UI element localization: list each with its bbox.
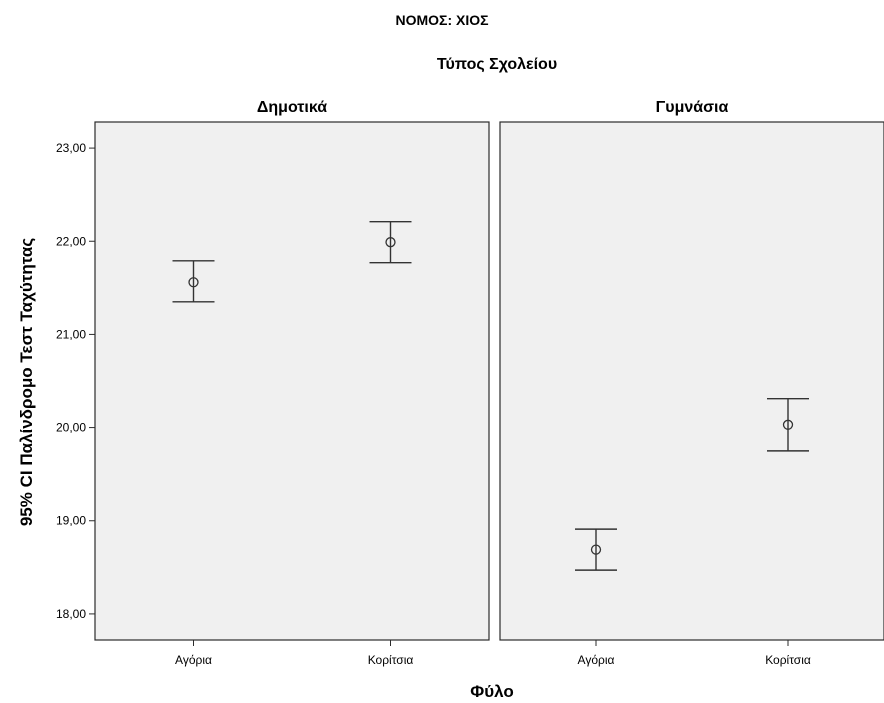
panel-0: Δημοτικά Αγόρια Κορίτσια [94,99,490,667]
y-tick-label: 23,00 [56,141,86,155]
y-tick-label: 18,00 [56,607,86,621]
y-tick-label: 20,00 [56,421,86,435]
panels: Δημοτικά Αγόρια Κορίτσια Γυμνάσια Αγόρια Κορί… [94,99,884,667]
y-tick-label: 21,00 [56,327,86,341]
error-bar [575,528,617,571]
y-axis-label: 95% CI Παλίνδρομο Τεστ Ταχύτητας [17,238,36,526]
mean-point [188,277,199,288]
y-tick-label: 22,00 [56,234,86,248]
panel-title: Γυμνάσια [656,99,729,116]
panel-title: Δημοτικά [257,99,327,116]
x-tick-label: Αγόρια [578,653,615,667]
y-tick-label: 19,00 [56,514,86,528]
chart-title: ΝΟΜΟΣ: ΧΙΟΣ [395,12,488,28]
panel-plot-area [499,121,884,641]
error-bar [767,398,809,452]
x-tick-label: Αγόρια [175,653,212,667]
panel-1: Γυμνάσια Αγόρια Κορίτσια [499,99,884,667]
mean-point [782,419,794,430]
error-bar [369,220,412,264]
x-tick-label: Κορίτσια [368,653,414,667]
mean-point [590,544,602,555]
x-axis-label: Φύλο [470,682,513,701]
chart-subtitle: Τύπος Σχολείου [437,56,557,73]
x-tick-label: Κορίτσια [765,653,811,667]
mean-point [385,237,396,248]
panel-plot-area [94,121,490,641]
y-axis: 18,00 19,00 20,00 21,00 22,00 23,00 [56,141,95,621]
error-bar [172,260,215,303]
